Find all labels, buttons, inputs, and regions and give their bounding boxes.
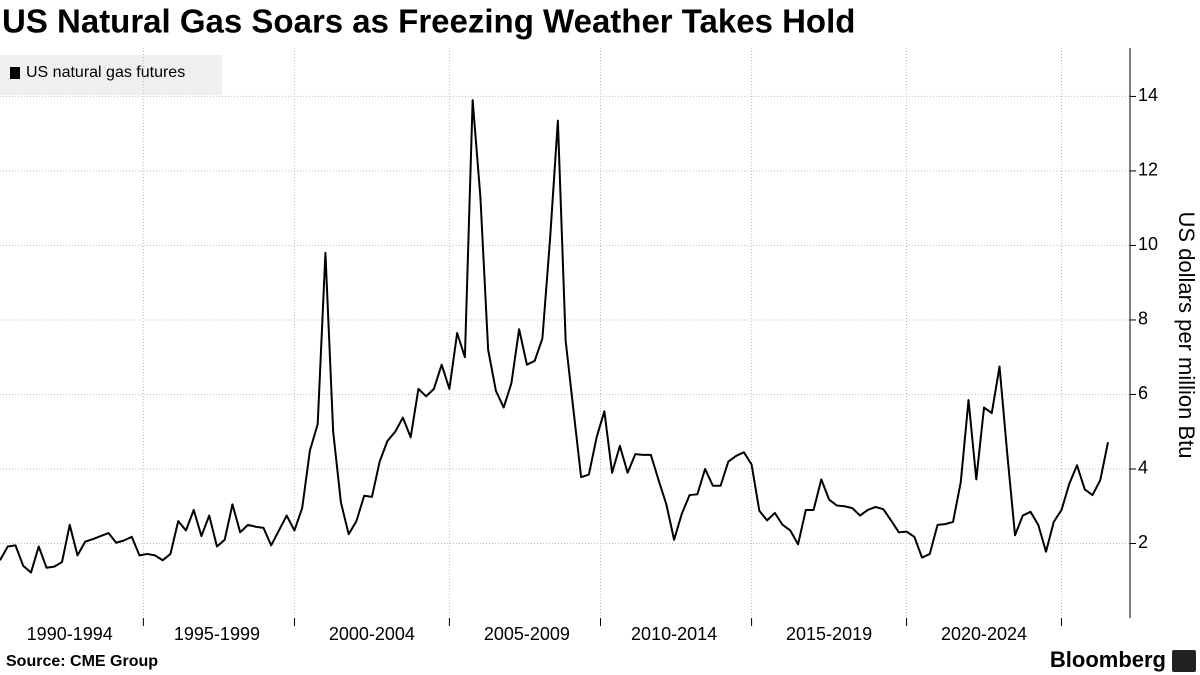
y-tick-label: 4: [1138, 458, 1148, 478]
brand-icon: [1172, 650, 1196, 672]
x-tick-label: 2005-2009: [484, 624, 570, 644]
y-tick-label: 14: [1138, 85, 1158, 105]
y-tick-label: 2: [1138, 532, 1148, 552]
x-tick-label: 1995-1999: [174, 624, 260, 644]
data-line: [0, 99, 1109, 574]
y-tick-label: 8: [1138, 309, 1148, 329]
x-tick-label: 2000-2004: [329, 624, 415, 644]
legend: US natural gas futures: [0, 55, 222, 95]
y-axis-title: US dollars per million Btu: [1174, 212, 1199, 459]
legend-box: [0, 55, 222, 95]
y-tick-label: 12: [1138, 160, 1158, 180]
x-tick-label: 1990-1994: [27, 624, 113, 644]
brand: Bloomberg: [1050, 647, 1166, 672]
source: Source: CME Group: [6, 653, 158, 670]
x-tick-label: 2020-2024: [941, 624, 1027, 644]
y-tick-label: 10: [1138, 234, 1158, 254]
legend-swatch: [10, 67, 20, 79]
legend-label: US natural gas futures: [26, 64, 185, 81]
y-tick-label: 6: [1138, 383, 1148, 403]
chart-title: US Natural Gas Soars as Freezing Weather…: [2, 3, 855, 40]
x-tick-label: 2015-2019: [786, 624, 872, 644]
x-tick-label: 2010-2014: [631, 624, 717, 644]
